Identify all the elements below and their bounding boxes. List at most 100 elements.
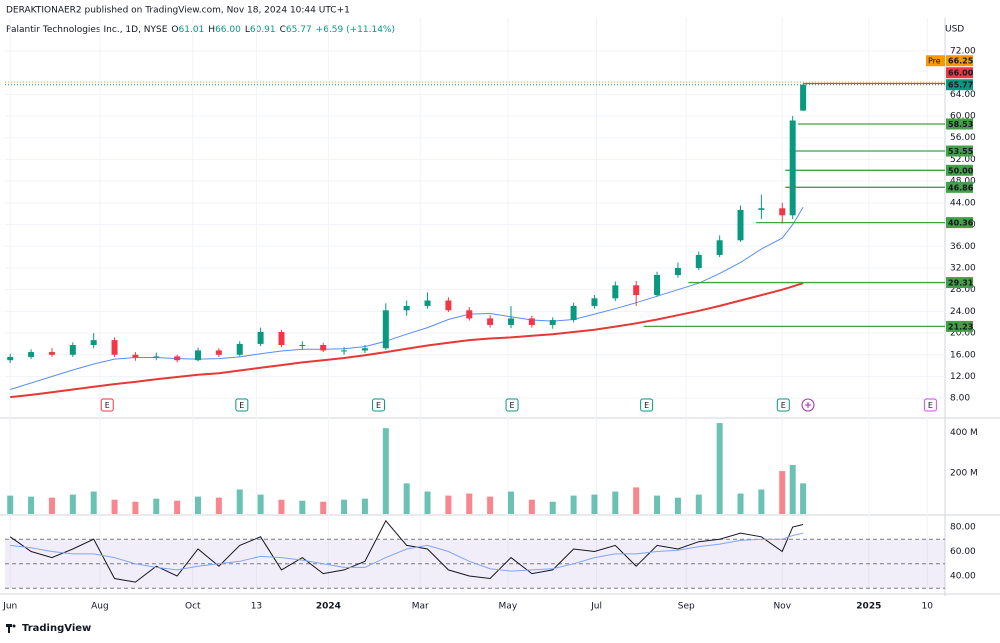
ohlc-key: C: [280, 25, 286, 35]
candle-body: [779, 208, 786, 216]
price-tag: Pre: [928, 57, 941, 66]
x-tick-label: Nov: [773, 602, 791, 612]
candle-body: [48, 352, 55, 355]
volume-bar: [299, 500, 306, 514]
volume-bar: [570, 495, 577, 514]
volume-bar: [591, 494, 598, 514]
y-tick-label: 8.00: [950, 394, 970, 404]
candle-body: [278, 331, 285, 346]
volume-bar: [737, 493, 744, 514]
ohlc-key: L: [245, 25, 250, 35]
volume-bar: [800, 483, 807, 514]
y-tick-label: 80.00: [950, 522, 976, 532]
y-tick-label: 48.00: [950, 177, 976, 187]
earnings-label: E: [510, 401, 515, 410]
logo: [6, 624, 16, 633]
candle-body: [737, 209, 744, 241]
volume-bar: [28, 496, 35, 514]
y-tick-label: 24.00: [950, 307, 976, 317]
price-label-box: [946, 320, 973, 332]
price-label-box: [946, 67, 973, 79]
x-tick-label: Aug: [91, 602, 109, 612]
candle-body: [789, 120, 796, 216]
earnings-marker: [776, 398, 790, 412]
moving-average: [10, 206, 804, 390]
y-tick-label: 72.00: [950, 46, 976, 56]
y-tick-label: 36.00: [950, 242, 976, 252]
ohlc-value: 61.01: [179, 25, 205, 35]
volume-bar: [257, 494, 264, 514]
earnings-label: E: [376, 401, 381, 410]
candle-body: [341, 350, 348, 352]
candle-body: [382, 310, 389, 349]
earnings-label: E: [781, 401, 786, 410]
add-icon[interactable]: [801, 398, 815, 412]
y-tick-label: 200 M: [950, 469, 978, 479]
price-label-box: [946, 55, 973, 67]
candle-body: [361, 348, 368, 351]
volume-bar: [674, 497, 681, 514]
volume-bar: [90, 491, 97, 514]
volume-bar: [48, 497, 55, 514]
price-label: 53.55: [948, 147, 974, 156]
price-label-box: [946, 181, 973, 193]
volume-bar: [528, 499, 535, 514]
x-tick-label: Jun: [2, 602, 17, 612]
x-tick-label: 13: [251, 602, 262, 612]
price-label-box: [946, 145, 973, 157]
volume-bar: [466, 493, 473, 514]
price-label-box: [946, 118, 973, 130]
candle-body: [466, 310, 473, 319]
x-tick-label: Mar: [412, 602, 429, 612]
candle-body: [90, 340, 97, 346]
volume-bar: [361, 498, 368, 514]
candle-body: [528, 318, 535, 325]
volume-bar: [132, 501, 139, 514]
volume-bar: [320, 501, 327, 514]
price-label: 21.23: [948, 322, 973, 331]
volume-bar: [111, 499, 118, 514]
volume-bar: [236, 489, 243, 514]
candle-body: [445, 300, 452, 311]
y-tick-label: 44.00: [950, 198, 976, 208]
rsi-line: [10, 532, 804, 572]
volume-bar: [195, 496, 202, 514]
volume-bar: [69, 494, 76, 514]
volume-bar: [612, 491, 619, 514]
y-tick-label: 28.00: [950, 285, 976, 295]
change: +6.59 (+11.14%): [316, 25, 395, 35]
y-tick-label: 56.00: [950, 133, 976, 143]
earnings-marker: [235, 398, 249, 412]
y-tick-label: 52.00: [950, 155, 976, 165]
moving-average: [10, 282, 804, 399]
volume-bar: [341, 499, 348, 514]
x-tick-label: 10: [922, 602, 934, 612]
brand: TradingView: [22, 623, 91, 634]
y-tick-label: 60.00: [950, 547, 976, 557]
price-label: 40.36: [948, 219, 974, 228]
volume-bar: [507, 491, 514, 514]
volume-bar: [779, 471, 786, 514]
volume-bar: [403, 483, 410, 514]
candle-body: [674, 267, 681, 276]
earnings-marker: [640, 398, 654, 412]
candle-body: [507, 318, 514, 325]
x-tick-label: Sep: [678, 602, 695, 612]
symbol: Palantir Technologies Inc., 1D, NYSE: [6, 25, 168, 35]
volume-bar: [153, 498, 160, 514]
candle-body: [320, 345, 327, 351]
candle-body: [69, 345, 76, 355]
volume-bar: [382, 428, 389, 514]
earnings-marker: [371, 398, 385, 412]
publisher: DERAKTIONAER2 published on TradingView.c…: [6, 6, 350, 16]
earnings-label: E: [644, 401, 649, 410]
volume-bar: [7, 495, 14, 514]
y-tick-label: 60.00: [950, 112, 976, 122]
volume-bar: [789, 464, 796, 514]
legend-text: Palantir Technologies Inc., 1D, NYSE O61.…: [6, 25, 395, 35]
candle-body: [716, 240, 723, 255]
price-label-box: [946, 79, 973, 91]
price-label-box: [946, 164, 973, 176]
volume-bar: [278, 499, 285, 514]
